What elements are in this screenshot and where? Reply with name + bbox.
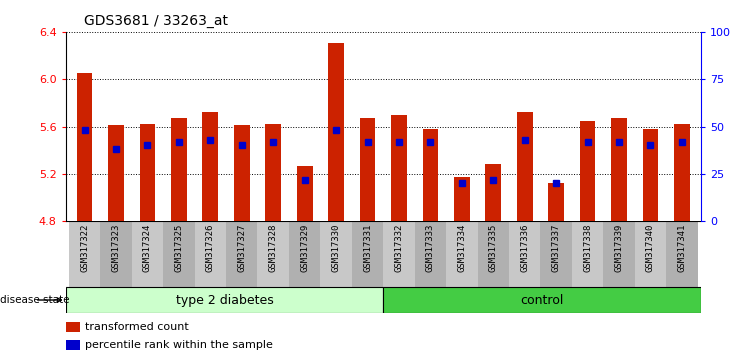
Text: type 2 diabetes: type 2 diabetes <box>176 293 273 307</box>
Text: GSM317332: GSM317332 <box>394 223 404 272</box>
Text: GSM317326: GSM317326 <box>206 223 215 272</box>
Bar <box>517 112 533 221</box>
Text: GSM317330: GSM317330 <box>331 223 341 272</box>
Bar <box>509 221 540 287</box>
Text: GSM317341: GSM317341 <box>677 223 686 272</box>
Bar <box>666 221 698 287</box>
Bar <box>383 221 415 287</box>
Bar <box>100 221 131 287</box>
Bar <box>289 221 320 287</box>
Bar <box>265 124 281 221</box>
Text: GSM317325: GSM317325 <box>174 223 183 272</box>
Text: GSM317327: GSM317327 <box>237 223 246 272</box>
Bar <box>171 118 187 221</box>
Bar <box>477 221 509 287</box>
Bar <box>674 124 690 221</box>
Bar <box>66 340 80 350</box>
Text: GSM317331: GSM317331 <box>363 223 372 272</box>
Bar <box>415 221 446 287</box>
Text: GSM317323: GSM317323 <box>112 223 120 272</box>
Bar <box>635 221 666 287</box>
Bar <box>226 221 258 287</box>
Text: GSM317324: GSM317324 <box>143 223 152 272</box>
Bar <box>360 118 375 221</box>
Bar <box>485 164 502 221</box>
Bar <box>297 166 312 221</box>
Bar <box>572 221 603 287</box>
Bar <box>580 121 596 221</box>
Text: GSM317338: GSM317338 <box>583 223 592 272</box>
Bar <box>131 221 164 287</box>
Bar <box>423 129 438 221</box>
Bar <box>454 177 469 221</box>
Bar <box>642 129 658 221</box>
Text: GSM317335: GSM317335 <box>489 223 498 272</box>
Bar <box>195 221 226 287</box>
Text: GSM317336: GSM317336 <box>520 223 529 272</box>
Text: GSM317333: GSM317333 <box>426 223 435 272</box>
Bar <box>66 287 383 313</box>
Bar <box>391 115 407 221</box>
Bar <box>108 125 124 221</box>
Bar <box>548 183 564 221</box>
Text: percentile rank within the sample: percentile rank within the sample <box>85 340 272 350</box>
Text: transformed count: transformed count <box>85 322 188 332</box>
Bar <box>202 112 218 221</box>
Bar <box>164 221 195 287</box>
Bar <box>258 221 289 287</box>
Text: control: control <box>520 293 564 307</box>
Text: GSM317334: GSM317334 <box>458 223 466 272</box>
Text: GSM317329: GSM317329 <box>300 223 309 272</box>
Bar <box>69 221 100 287</box>
Bar <box>446 221 477 287</box>
Text: disease state: disease state <box>0 295 69 305</box>
Text: GSM317337: GSM317337 <box>552 223 561 272</box>
Bar <box>234 125 250 221</box>
Text: GDS3681 / 33263_at: GDS3681 / 33263_at <box>84 14 228 28</box>
Text: GSM317339: GSM317339 <box>615 223 623 272</box>
Bar <box>352 221 383 287</box>
Bar <box>603 221 635 287</box>
Text: GSM317322: GSM317322 <box>80 223 89 272</box>
Bar <box>77 73 93 221</box>
Bar <box>320 221 352 287</box>
Bar <box>611 118 627 221</box>
Bar <box>139 124 155 221</box>
Text: GSM317328: GSM317328 <box>269 223 277 272</box>
Bar <box>328 42 344 221</box>
Bar <box>66 322 80 332</box>
Text: GSM317340: GSM317340 <box>646 223 655 272</box>
Bar <box>540 221 572 287</box>
Bar <box>383 287 701 313</box>
